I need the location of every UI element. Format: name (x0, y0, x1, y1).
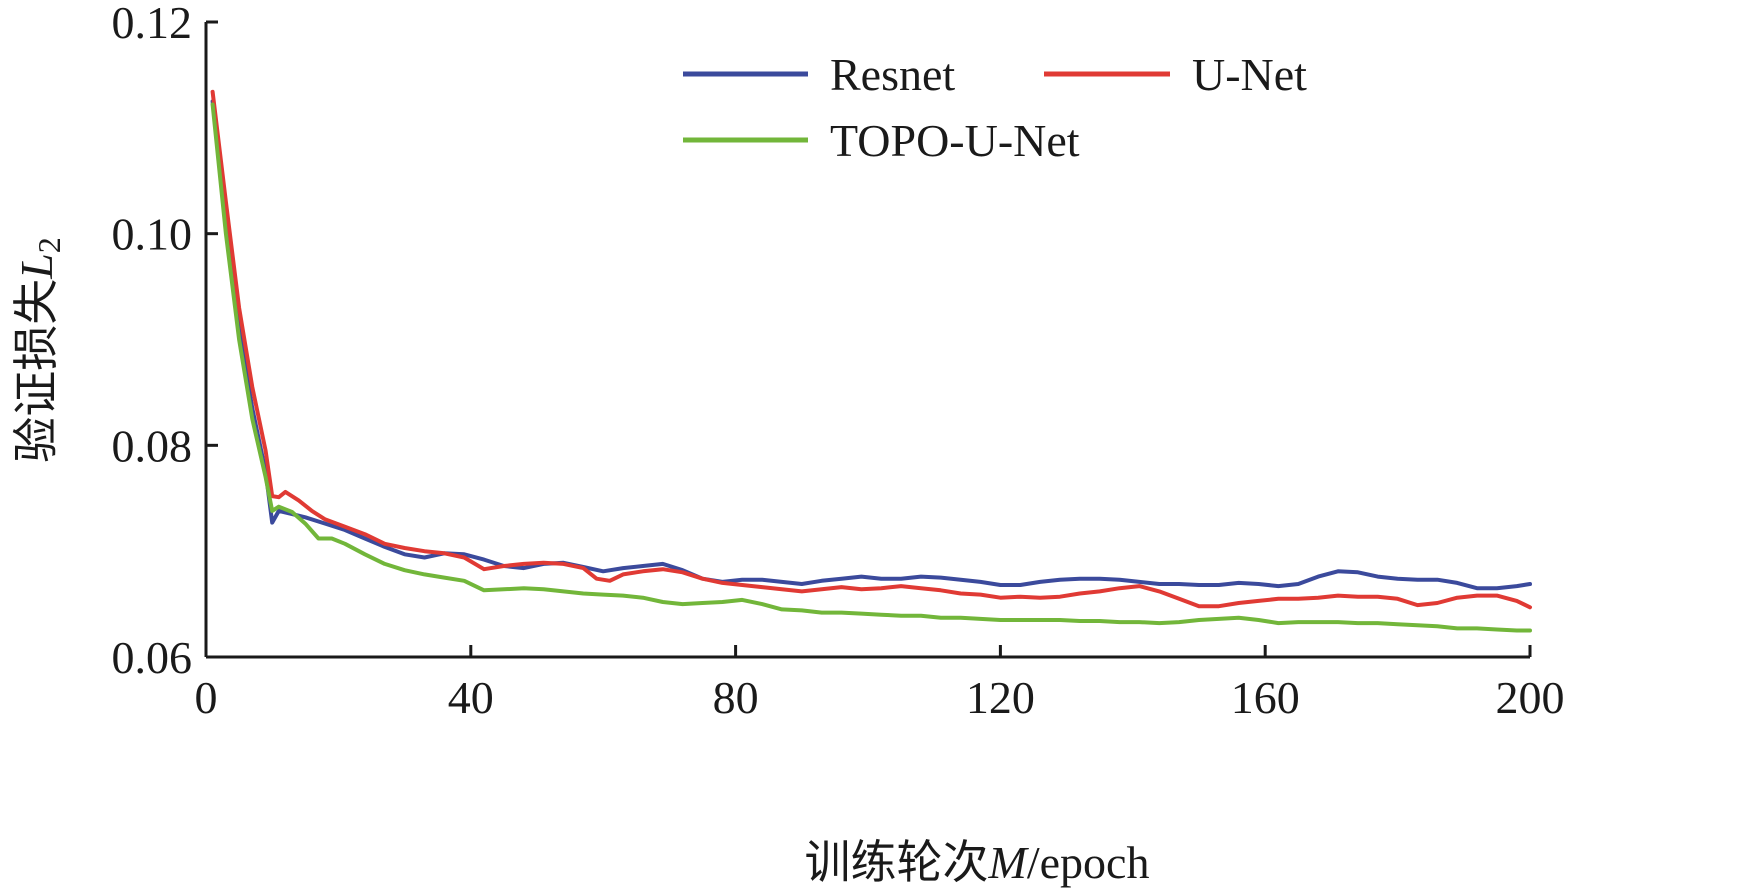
x-tick-label: 40 (448, 672, 494, 723)
plot-area (210, 89, 1532, 633)
y-tick-label: 0.06 (112, 632, 193, 683)
x-tick-label: 160 (1231, 672, 1300, 723)
legend-label-u-net: U-Net (1192, 49, 1307, 100)
y-tick-label: 0.10 (112, 209, 193, 260)
x-tick-label: 0 (195, 672, 218, 723)
y-tick-label: 0.12 (112, 0, 193, 48)
series-line-topo-u-net (210, 102, 1532, 633)
series-line-resnet (210, 99, 1532, 591)
x-axis-title-prefix: 训练轮次 (805, 837, 989, 888)
legend-label-resnet: Resnet (830, 49, 955, 100)
x-tick-label: 80 (713, 672, 759, 723)
x-axis-title-unit: /epoch (1027, 837, 1150, 888)
y-axis-title-variable: L (11, 253, 62, 280)
x-tick-label: 200 (1496, 672, 1565, 723)
legend-label-topo-u-net: TOPO-U-Net (830, 115, 1080, 166)
legend: Resnet U-Net TOPO-U-Net (683, 49, 1307, 166)
y-tick-label: 0.08 (112, 420, 193, 471)
series-line-u-net (210, 89, 1532, 610)
x-axis-title: 训练轮次M/epoch (805, 837, 1150, 888)
x-axis-title-variable: M (988, 837, 1030, 888)
y-axis-title: 验证损失L2 (11, 237, 67, 463)
axes: 0 40 80 120 160 200 0.06 0.08 0.10 0.12 (112, 0, 1565, 723)
x-tick-label: 120 (966, 672, 1035, 723)
y-axis-title-subscript: 2 (31, 237, 67, 253)
y-axis-title-prefix: 验证损失 (11, 279, 62, 463)
